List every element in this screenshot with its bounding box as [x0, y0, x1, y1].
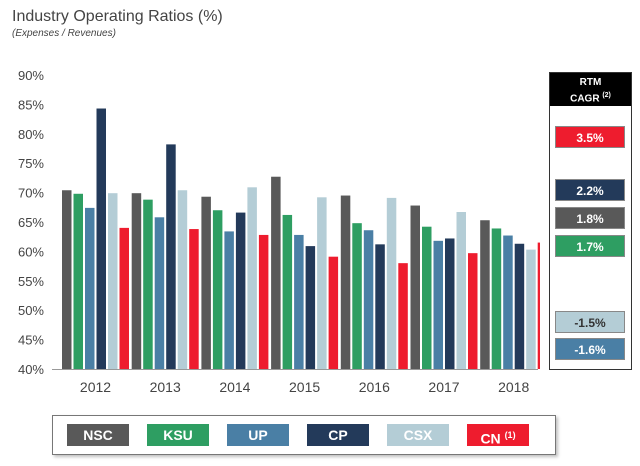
bar-up-2013 — [154, 217, 165, 369]
cagr-box-ksu: 1.7% — [555, 235, 625, 257]
y-tick-label: 65% — [18, 215, 44, 230]
bar-nsc-2014 — [201, 196, 211, 369]
legend-label: CSX — [403, 427, 433, 443]
bar-up-2017 — [433, 240, 443, 369]
bar-cp-2017 — [445, 238, 455, 369]
legend-footnote: (1) — [504, 430, 516, 440]
y-tick-label: 60% — [18, 244, 44, 259]
legend-item-cp: CP — [307, 424, 369, 446]
bar-cn-2016 — [398, 263, 408, 369]
bar-cn-2012 — [119, 227, 129, 369]
bar-up-2012 — [85, 207, 95, 369]
cagr-value: -1.5% — [574, 316, 606, 330]
legend-item-csx: CSX — [387, 424, 449, 446]
bar-csx-2015 — [317, 197, 327, 369]
cagr-header-line2: CAGR — [570, 93, 600, 105]
bar-up-2016 — [363, 230, 374, 369]
cagr-box-nsc: 1.8% — [555, 207, 625, 229]
cagr-box-cp: 2.2% — [555, 179, 625, 201]
x-tick-label: 2013 — [150, 379, 181, 395]
y-tick-label: 85% — [18, 97, 44, 112]
y-tick-label: 40% — [18, 362, 44, 377]
cagr-value: 2.2% — [576, 184, 604, 198]
bar-cn-2017 — [468, 253, 478, 369]
bar-ksu-2018 — [491, 228, 502, 369]
cagr-value: 1.8% — [576, 212, 604, 226]
cagr-box-csx: -1.5% — [555, 311, 625, 333]
cagr-value: -1.6% — [574, 343, 606, 357]
y-tick-label: 75% — [18, 156, 44, 171]
legend-label: NSC — [83, 427, 113, 443]
bar-nsc-2013 — [131, 193, 142, 369]
x-tick-label: 2015 — [289, 379, 320, 395]
bar-cp-2015 — [305, 246, 316, 369]
bar-up-2018 — [503, 235, 513, 369]
y-tick-label: 50% — [18, 303, 44, 318]
legend-item-up: UP — [227, 424, 289, 446]
cagr-value: 1.7% — [576, 240, 604, 254]
bar-csx-2018 — [526, 249, 536, 369]
cagr-box-cn: 3.5% — [555, 126, 625, 148]
legend-label: CP — [328, 427, 348, 443]
legend: NSC KSU UP CP CSX CN (1) — [52, 415, 556, 455]
bar-cp-2018 — [514, 243, 525, 369]
y-tick-label: 70% — [18, 186, 44, 201]
legend-label: CN — [480, 430, 501, 447]
bar-ksu-2012 — [73, 193, 83, 369]
bar-nsc-2012 — [62, 190, 72, 369]
x-tick-label: 2017 — [428, 379, 459, 395]
legend-item-cn: CN (1) — [467, 424, 529, 447]
bar-csx-2014 — [247, 187, 257, 369]
legend-label: UP — [248, 427, 268, 443]
bar-nsc-2015 — [271, 176, 281, 369]
chart-subtitle: (Expenses / Revenues) — [12, 28, 116, 39]
bar-ksu-2013 — [143, 199, 153, 369]
x-tick-label: 2018 — [498, 379, 529, 395]
x-tick-label: 2016 — [359, 379, 390, 395]
chart-title: Industry Operating Ratios (%) — [12, 8, 223, 25]
bar-csx-2012 — [108, 193, 118, 369]
legend-label: KSU — [163, 427, 193, 443]
bar-csx-2016 — [386, 197, 397, 369]
bar-nsc-2017 — [410, 205, 420, 369]
bar-cn-2018 — [537, 242, 540, 369]
cagr-header: RTM CAGR (2) — [550, 73, 631, 106]
legend-item-ksu: KSU — [147, 424, 209, 446]
bar-cp-2014 — [235, 212, 246, 369]
bar-nsc-2016 — [340, 195, 351, 369]
bar-cp-2013 — [166, 144, 176, 369]
y-tick-label: 90% — [18, 68, 44, 83]
bar-nsc-2018 — [480, 220, 490, 369]
cagr-value: 3.5% — [576, 131, 604, 145]
bar-ksu-2015 — [282, 214, 293, 369]
cagr-panel: RTM CAGR (2) 3.5% 2.2% 1.8% 1.7% -1.5% -… — [549, 72, 632, 370]
x-tick-label: 2012 — [80, 379, 111, 395]
cagr-header-line1: RTM — [579, 77, 602, 88]
bar-cp-2016 — [375, 244, 385, 369]
bar-up-2014 — [224, 231, 234, 369]
bar-cn-2013 — [189, 229, 199, 369]
bar-up-2015 — [294, 234, 304, 369]
x-tick-label: 2014 — [219, 379, 250, 395]
bar-ksu-2014 — [212, 210, 223, 369]
bar-cn-2015 — [328, 256, 339, 369]
y-tick-label: 80% — [18, 127, 44, 142]
legend-item-nsc: NSC — [67, 424, 129, 446]
y-tick-label: 45% — [18, 333, 44, 348]
bar-csx-2017 — [456, 212, 466, 369]
y-tick-label: 55% — [18, 274, 44, 289]
cagr-box-up: -1.6% — [555, 338, 625, 360]
bar-cn-2014 — [258, 234, 269, 369]
bar-chart: 90% 85% 80% 75% 70% 65% 60% 55% 50% 45% 40% 2012 201… — [18, 68, 540, 395]
bar-ksu-2017 — [422, 226, 432, 369]
cagr-header-footnote: (2) — [602, 92, 611, 99]
bar-cp-2012 — [96, 108, 106, 370]
bar-csx-2013 — [177, 190, 188, 369]
bar-ksu-2016 — [352, 223, 362, 369]
